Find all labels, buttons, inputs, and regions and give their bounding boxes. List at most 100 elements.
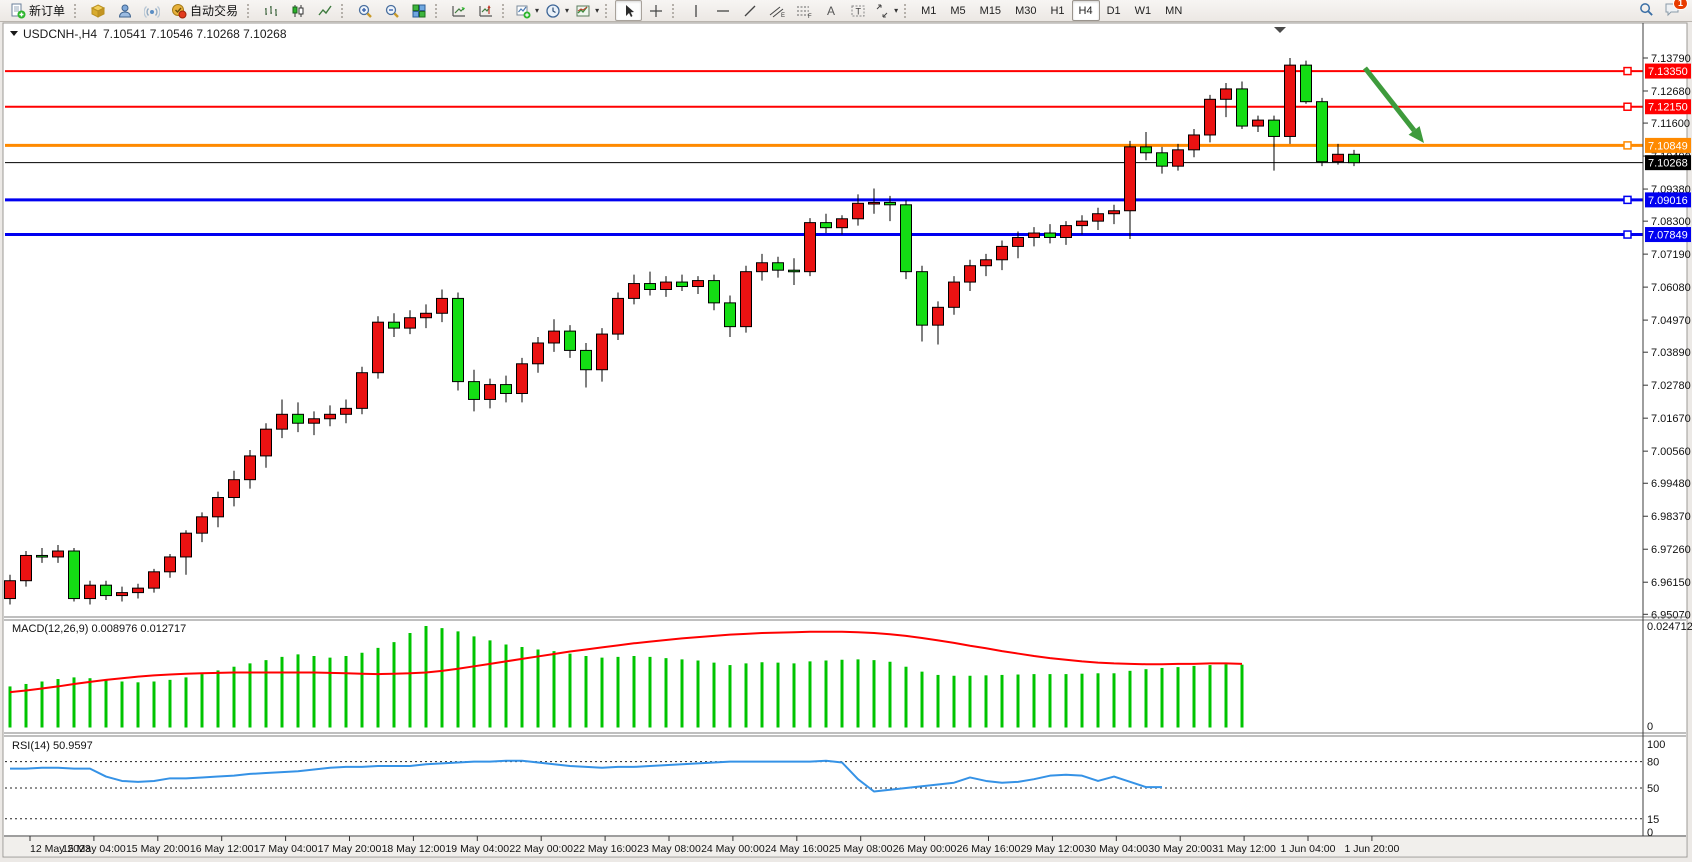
text-tool-button[interactable]: A [817,0,844,21]
arrow-annotation[interactable] [1363,66,1424,143]
candle-body [484,384,496,400]
candle-body [708,280,720,304]
indicators-button[interactable]: ▾ [512,0,542,21]
channel-tool-button[interactable]: E [763,0,790,21]
gold-cube-icon [90,3,105,18]
macd-zero-label: 0 [1647,721,1653,733]
toolbar-separator [435,3,442,18]
price-axis[interactable]: 7.137907.126807.116007.104907.093807.083… [1643,53,1691,621]
signal-icon [143,5,160,18]
label-tool-button[interactable]: T [844,0,871,21]
horizontal-line-tool-button[interactable] [709,0,736,21]
hline-handle[interactable] [1623,230,1632,239]
templates-button[interactable]: ▾ [572,0,602,21]
search-button[interactable] [1639,2,1654,20]
price-line-badge-label: 7.07849 [1648,230,1688,242]
toolbar-separator [341,3,348,18]
autotrade-button[interactable]: 自动交易 [165,0,244,21]
price-tick-label: 7.01670 [1651,413,1691,425]
vertical-line-tool-button[interactable] [682,0,709,21]
new-order-icon [11,3,26,18]
fibonacci-tool-button[interactable]: F [790,0,817,21]
auto-scroll-button[interactable] [445,0,472,21]
chart-shift-button[interactable] [472,0,499,21]
price-line-badge [1645,192,1691,208]
bar-chart-button[interactable] [257,0,284,21]
profile-button[interactable] [111,0,138,21]
time-tick-label: 15 May 04:00 [62,843,126,855]
signals-button[interactable] [138,0,165,21]
candle-body [340,407,352,415]
tf-m30-button[interactable]: M30 [1015,4,1037,17]
arrows-tool-button[interactable]: ▾ [871,0,901,21]
trend-arrow-head[interactable] [1408,126,1424,143]
notifications-button[interactable]: 1 [1664,0,1688,20]
hline-handle[interactable] [1623,195,1632,205]
crosshair-button[interactable] [642,0,669,21]
periods-button[interactable]: ▾ [542,0,572,21]
cursor-arrow-icon [625,4,634,17]
candle-body [628,283,640,299]
candle-body [900,204,912,273]
tf-h4-button[interactable]: H4 [1071,0,1100,21]
candle-body [548,330,560,344]
hline-handle[interactable] [1623,141,1632,150]
candle-body [1044,232,1056,238]
rsi-axis-label: 80 [1647,757,1659,769]
candle-body [644,283,656,290]
candle-body [52,550,64,558]
cursor-button[interactable] [615,0,643,21]
candle-body [1156,152,1168,167]
candle-body [996,245,1008,261]
tile-windows-button[interactable] [405,0,432,21]
tf-w1-button[interactable]: W1 [1134,4,1152,17]
time-tick-label: 18 May 12:00 [382,843,446,855]
tf-m1-button[interactable]: M1 [921,4,937,17]
tf-mn-button[interactable]: MN [1165,4,1183,17]
candle-body [1012,236,1024,247]
candlestick-chart-button[interactable] [284,0,311,21]
candle-body [20,554,32,582]
candle-body [356,372,368,409]
trendline-tool-button[interactable] [736,0,763,21]
price-line-badge [1645,137,1691,153]
hline-handle[interactable] [1623,66,1632,76]
chart-shift-marker-icon[interactable] [1274,27,1286,33]
autotrade-label: 自动交易 [190,4,239,18]
rsi-axis-label: 15 [1647,814,1659,826]
candle-body [260,428,272,457]
zoom-out-button[interactable] [378,0,405,21]
trend-arrow-line[interactable] [1363,66,1417,132]
text-icon: A [827,4,835,18]
candle-body [1252,119,1264,127]
price-tick-label: 7.03890 [1651,347,1691,359]
candle-body [516,363,528,395]
tf-h1-button[interactable]: H1 [1050,4,1065,17]
new-order-button[interactable]: 新订单 [4,0,71,21]
rsi-axis-label: 100 [1647,739,1665,751]
tf-d1-button[interactable]: D1 [1106,4,1121,17]
dropdown-caret-icon: ▾ [565,6,570,15]
candle-body [4,580,16,600]
symbol-dropdown-icon[interactable] [10,31,18,36]
zoom-in-button[interactable] [351,0,378,21]
price-tick-label: 6.97260 [1651,544,1691,556]
time-tick-label: 24 May 16:00 [765,843,829,855]
dropdown-caret-icon: ▾ [535,6,540,15]
timeframe-group: M1 M5 M15 M30 H1 H4 D1 W1 MN [914,0,1189,21]
tf-m15-button[interactable]: M15 [979,4,1002,17]
line-chart-button[interactable] [311,0,338,21]
candle-body [676,281,688,288]
hline-handle[interactable] [1623,102,1632,111]
tf-m5-button[interactable]: M5 [950,4,966,17]
symbols-button[interactable] [84,0,111,21]
rsi-label: RSI(14) 50.9597 [12,740,93,752]
time-tick-label: 1 Jun 20:00 [1344,843,1399,855]
candle-body [324,413,336,420]
candle-body [308,418,320,424]
candle-body [1348,153,1360,164]
candle-body [1268,119,1280,137]
chart-title: USDCNH-,H4 [23,27,97,41]
candle-body [228,479,240,499]
